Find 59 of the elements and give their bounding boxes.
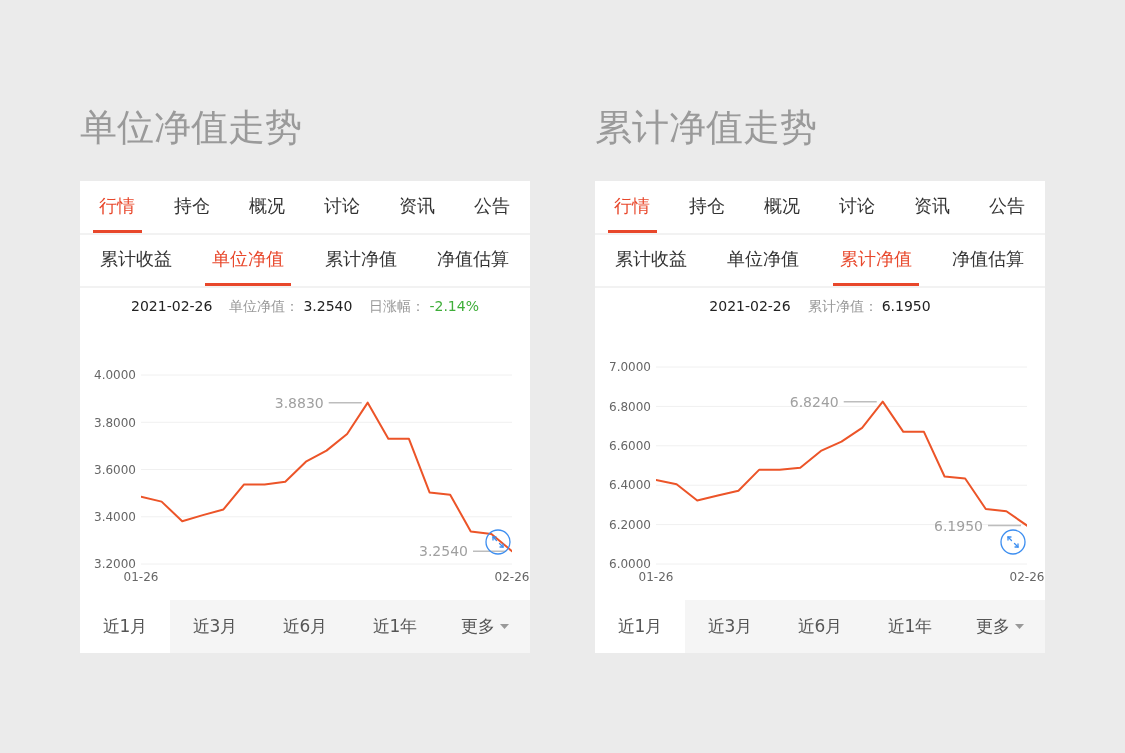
text: 累计净值 — [324, 248, 397, 269]
text: 累计净值 — [839, 248, 912, 269]
y-tick-label: 6.2000 — [609, 517, 651, 532]
text: 单位净值 — [727, 248, 800, 269]
text: 持仓 — [689, 195, 725, 216]
text: 公告 — [989, 195, 1025, 216]
y-tick-label: 6.0000 — [609, 557, 651, 572]
y-tick-label: 6.4000 — [609, 478, 651, 493]
x-tick-label: 02-26 — [1009, 569, 1045, 584]
text: 行情 — [99, 195, 135, 216]
data-label: 6.1950 — [934, 517, 983, 534]
y-tick-label: 3.8000 — [94, 415, 136, 430]
text: 持仓 — [174, 195, 210, 216]
text: 单位净值 — [212, 248, 285, 269]
text: 更多 — [976, 615, 1010, 638]
text: 更多 — [461, 615, 495, 638]
text: 近1月 — [102, 615, 148, 638]
y-tick-label: 6.8000 — [609, 399, 651, 414]
chart-title: 单位净值走势 — [80, 106, 302, 149]
data-label: 3.2540 — [419, 543, 468, 560]
text: 2021-02-26 — [131, 298, 213, 314]
y-tick-label: 7.0000 — [609, 360, 651, 375]
text: 行情 — [614, 195, 650, 216]
text: 日涨幅： — [369, 298, 426, 314]
text: 近3月 — [707, 615, 753, 638]
y-tick-label: 3.6000 — [94, 462, 136, 477]
text: 3.2540 — [303, 298, 353, 314]
text: 近6月 — [797, 615, 843, 638]
y-tick-label: 6.6000 — [609, 439, 651, 454]
text: 累计收益 — [615, 248, 687, 269]
text: 资讯 — [399, 195, 435, 216]
text: -2.14% — [429, 298, 479, 314]
data-label: 6.8240 — [789, 393, 839, 410]
text: 近6月 — [282, 615, 328, 638]
text: 近1年 — [887, 615, 933, 638]
text: 近1月 — [617, 615, 663, 638]
x-tick-label: 01-26 — [638, 569, 674, 584]
text: 近1年 — [372, 615, 418, 638]
text: 讨论 — [324, 195, 360, 216]
text: 公告 — [474, 195, 510, 216]
y-tick-label: 3.2000 — [94, 557, 136, 572]
text: 单位净值： — [229, 298, 300, 314]
text: 累计收益 — [100, 248, 172, 269]
text: 资讯 — [914, 195, 950, 216]
y-tick-label: 3.4000 — [94, 510, 136, 525]
text: 近3月 — [192, 615, 238, 638]
text: 2021-02-26 — [709, 298, 791, 314]
text: 净值估算 — [952, 248, 1025, 269]
text: 净值估算 — [437, 248, 510, 269]
text: 概况 — [764, 195, 800, 216]
chart-title: 累计净值走势 — [595, 106, 817, 149]
text: 累计净值： — [807, 298, 878, 314]
text: 讨论 — [839, 195, 875, 216]
y-tick-label: 4.0000 — [94, 368, 136, 383]
x-tick-label: 02-26 — [494, 569, 530, 584]
text: 概况 — [249, 195, 285, 216]
x-tick-label: 01-26 — [123, 569, 159, 584]
text: 6.1950 — [881, 298, 931, 314]
data-label: 3.8830 — [274, 394, 324, 411]
